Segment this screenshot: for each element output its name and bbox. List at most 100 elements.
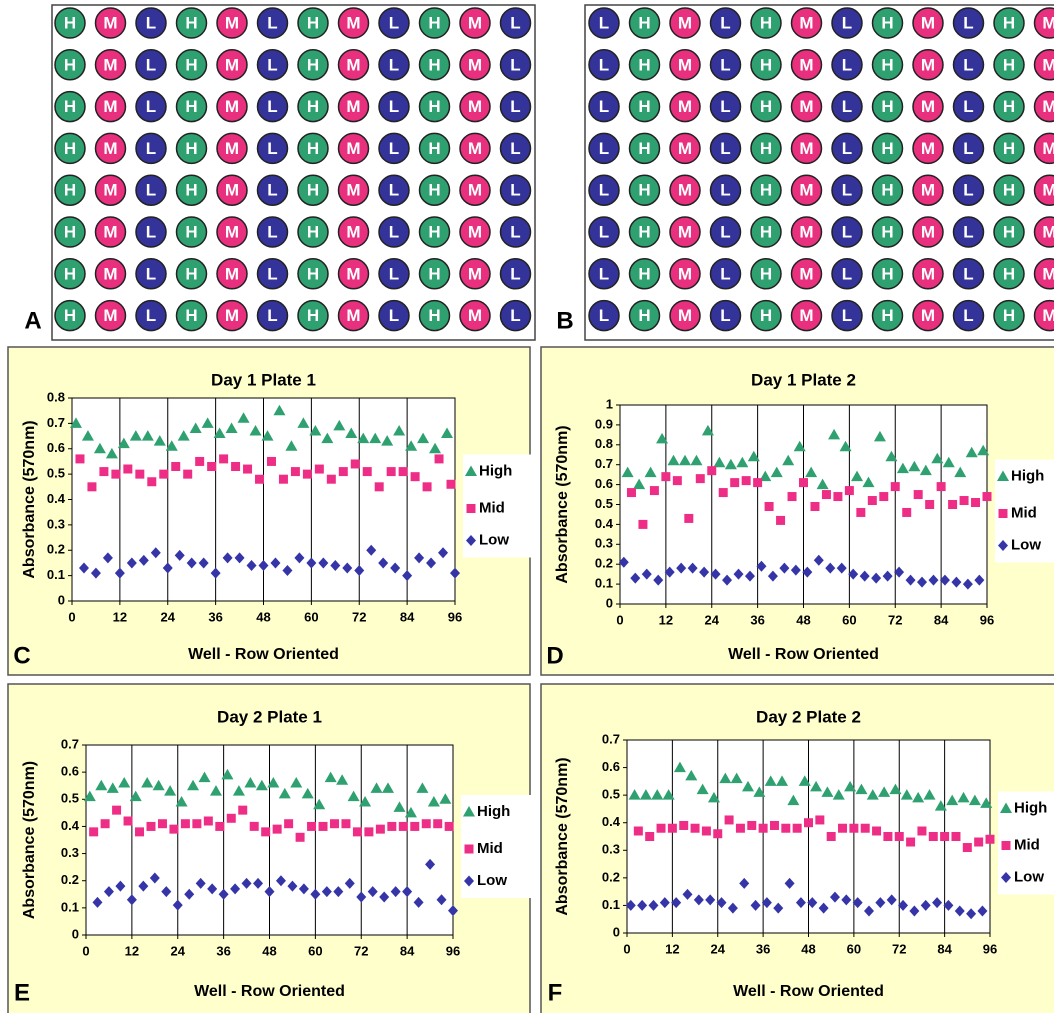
data-point (141, 777, 154, 788)
legend-label: High (479, 462, 512, 479)
data-point (753, 786, 766, 797)
data-point (111, 469, 121, 479)
data-point (798, 775, 811, 786)
data-point (685, 769, 698, 781)
data-point (318, 821, 328, 831)
data-point (362, 467, 372, 477)
well-label: L (720, 264, 730, 283)
legend-label: Mid (479, 499, 505, 516)
well-label: M (225, 181, 239, 200)
well-label: H (1003, 181, 1015, 200)
data-point (285, 440, 298, 451)
data-point (815, 815, 825, 825)
data-point (649, 486, 659, 496)
well-label: M (921, 264, 935, 283)
data-point (102, 552, 113, 564)
well (459, 7, 491, 39)
data-point (393, 801, 406, 812)
data-point (421, 819, 431, 829)
data-point (359, 796, 372, 807)
data-point (908, 460, 921, 472)
data-point (713, 456, 726, 468)
well-label: L (963, 139, 973, 158)
well (831, 299, 863, 332)
well (297, 49, 329, 81)
well-label: L (963, 97, 973, 116)
data-point (779, 562, 790, 574)
data-point (934, 800, 947, 811)
data-point (687, 562, 698, 574)
plot-border (71, 397, 456, 602)
well-label: M (103, 139, 117, 158)
data-point (201, 417, 214, 428)
well-label: M (799, 13, 813, 32)
data-point (313, 798, 326, 810)
x-tick-label: 12 (659, 612, 673, 627)
data-point (813, 554, 824, 566)
data-point (747, 450, 760, 462)
well (175, 299, 208, 332)
data-point (446, 479, 456, 489)
well-label: L (842, 181, 852, 200)
well-label: H (760, 264, 772, 283)
data-point (138, 880, 149, 892)
legend-marker (464, 875, 474, 887)
data-point (215, 821, 225, 831)
well (588, 90, 620, 123)
data-point (747, 820, 757, 830)
data-point (971, 498, 981, 508)
well-label: M (799, 55, 813, 74)
well (912, 90, 944, 123)
data-point (89, 827, 99, 837)
well-label: L (146, 306, 156, 325)
well-label: L (963, 181, 973, 200)
well (418, 49, 451, 81)
well (499, 132, 532, 165)
well-label: H (881, 55, 893, 74)
data-point (234, 552, 245, 564)
legend-label: Mid (1011, 504, 1037, 521)
well (297, 7, 329, 39)
well-label: L (720, 181, 730, 200)
y-tick-label: 0 (606, 595, 613, 610)
data-point (427, 796, 440, 807)
legend-label: Low (1011, 536, 1041, 553)
data-point (974, 837, 984, 847)
legend-label: Low (479, 531, 509, 548)
data-point (682, 888, 693, 900)
well-label: H (881, 306, 893, 325)
x-tick-label: 0 (616, 612, 623, 627)
legend-marker (1001, 841, 1011, 850)
data-point (844, 486, 854, 496)
well-label: H (64, 264, 76, 283)
well-label: H (881, 222, 893, 241)
data-point (172, 899, 183, 911)
data-point (138, 554, 149, 566)
well-label: H (64, 139, 76, 158)
well-label: H (428, 55, 440, 74)
well (175, 258, 208, 290)
data-point (324, 771, 337, 783)
x-tick-label: 72 (352, 609, 366, 624)
data-point (165, 440, 178, 451)
data-point (838, 823, 848, 833)
well (588, 299, 620, 332)
data-point (810, 780, 823, 792)
well-label: L (842, 55, 852, 74)
data-point (90, 567, 101, 579)
data-point (282, 565, 293, 577)
data-point (974, 574, 985, 586)
data-point (667, 454, 680, 466)
data-point (905, 574, 916, 586)
chart-title: Day 1 Plate 1 (211, 370, 316, 389)
data-point (739, 877, 750, 889)
well (669, 216, 701, 248)
x-tick-label: 72 (354, 943, 368, 958)
y-tick-label: 0.5 (61, 791, 79, 806)
x-tick-label: 84 (934, 612, 949, 627)
data-point (249, 821, 259, 831)
well (418, 174, 451, 206)
well (1033, 258, 1054, 290)
y-tick-label: 0.6 (602, 759, 620, 774)
well-label: M (468, 181, 482, 200)
